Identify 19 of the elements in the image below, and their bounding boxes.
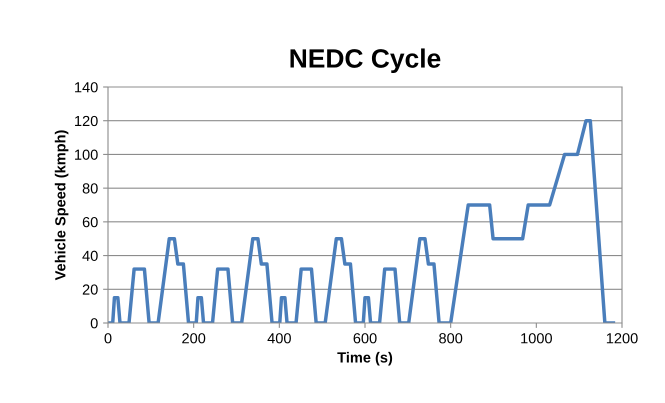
chart-title: NEDC Cycle bbox=[290, 48, 440, 74]
x-tick-label: 400 bbox=[268, 333, 291, 344]
y-tick-label: 140 bbox=[75, 82, 98, 92]
line-series bbox=[108, 118, 616, 323]
x-tick-label: 200 bbox=[182, 333, 206, 344]
y-tick-label: 60 bbox=[82, 216, 98, 228]
y-tick-label: 120 bbox=[75, 116, 98, 126]
y-tick-label: 100 bbox=[75, 150, 98, 160]
y-tick-label: 0 bbox=[90, 318, 98, 328]
y-tick-label: 80 bbox=[82, 183, 98, 194]
x-tick-label: 1000 bbox=[521, 333, 552, 344]
y-tick-label: 20 bbox=[82, 284, 98, 295]
x-tick-label: 1200 bbox=[606, 333, 638, 344]
x-tick-label: 600 bbox=[354, 333, 377, 344]
x-tick-label: 0 bbox=[104, 333, 112, 344]
x-axis-title: Time (s) bbox=[337, 352, 392, 366]
x-tick-label: 800 bbox=[439, 333, 462, 344]
y-tick-label: 40 bbox=[82, 250, 98, 261]
y-axis-title: Vehicle Speed (kmph) bbox=[54, 130, 68, 280]
